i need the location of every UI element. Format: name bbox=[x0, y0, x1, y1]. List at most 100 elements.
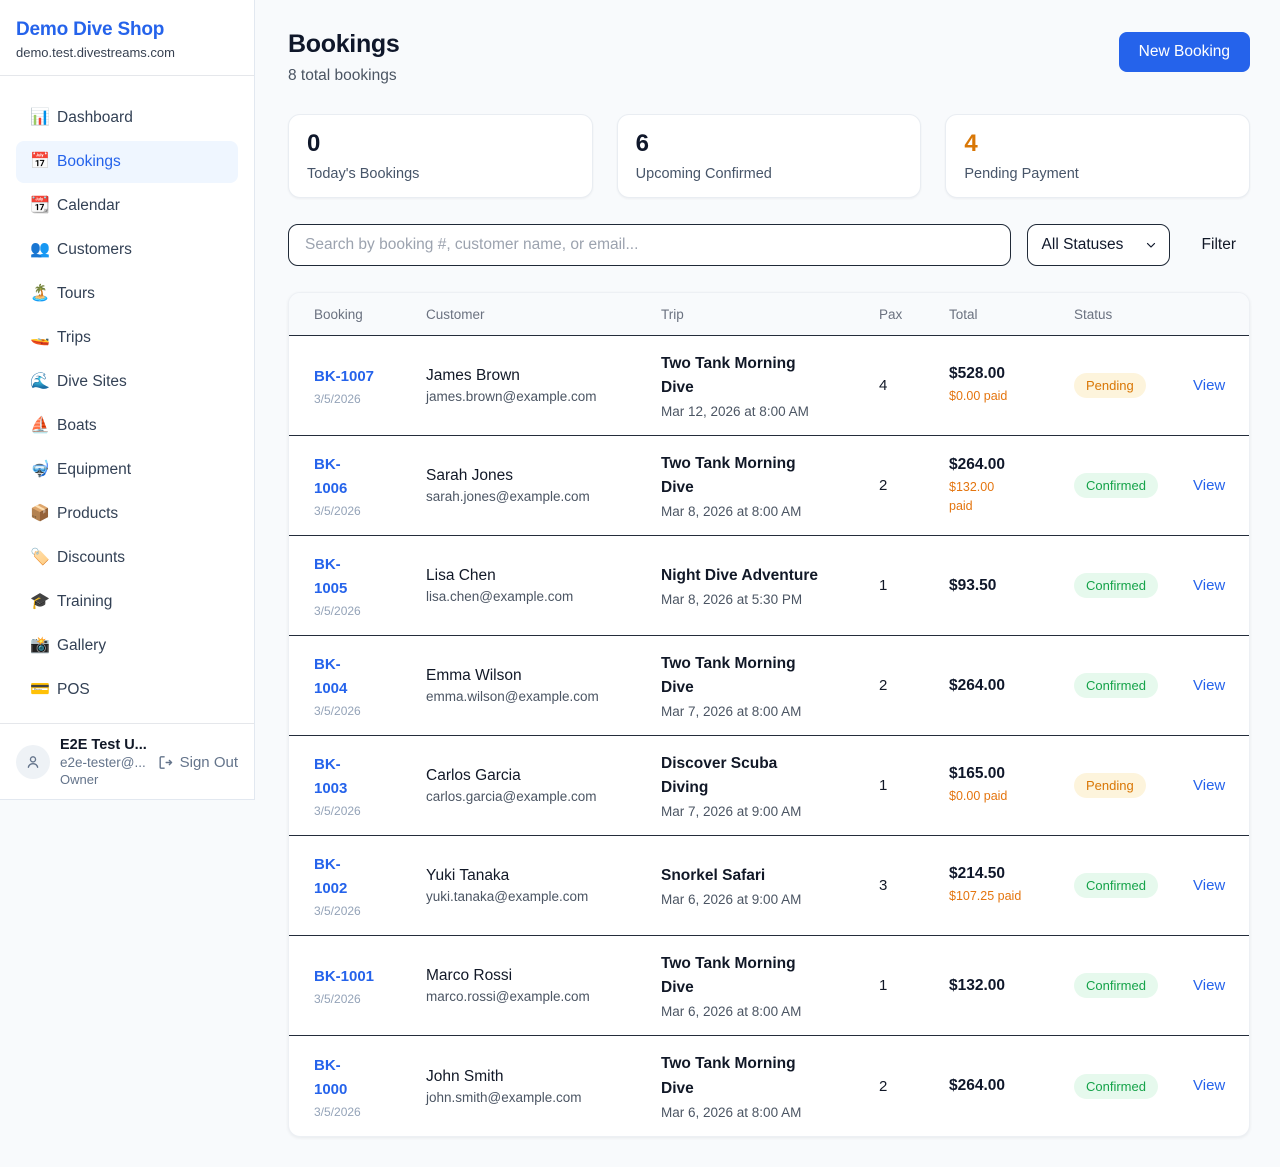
logout-icon bbox=[159, 755, 172, 769]
user-block: E2E Test U... e2e-tester@... Owner Sign … bbox=[0, 723, 254, 800]
customer-cell: Lisa Chen lisa.chen@example.com bbox=[426, 567, 661, 604]
customer-cell: Carlos Garcia carlos.garcia@example.com bbox=[426, 767, 661, 804]
trip-name: Two Tank Morning Dive bbox=[661, 352, 865, 400]
sidebar-item-gallery[interactable]: 📸 Gallery bbox=[16, 625, 238, 667]
booking-link[interactable]: BK- 1003 bbox=[314, 753, 412, 801]
customer-cell: Yuki Tanaka yuki.tanaka@example.com bbox=[426, 867, 661, 904]
user-role: Owner bbox=[60, 772, 99, 787]
total-amount: $93.50 bbox=[949, 576, 997, 594]
status-badge: Pending bbox=[1074, 373, 1146, 398]
booking-date: 3/5/2026 bbox=[314, 604, 361, 618]
sidebar-item-discounts[interactable]: 🏷️ Discounts bbox=[16, 537, 238, 579]
table-row: BK- 1004 3/5/2026 Emma Wilson emma.wilson@ex… bbox=[289, 636, 1249, 736]
sidebar-item-products[interactable]: 📦 Products bbox=[16, 493, 238, 535]
booking-link[interactable]: BK- 1005 bbox=[314, 553, 412, 601]
sidebar-item-label: Boats bbox=[57, 417, 97, 434]
avatar bbox=[16, 745, 50, 779]
sidebar-item-equipment[interactable]: 🤿 Equipment bbox=[16, 449, 238, 491]
sidebar-item-dive-sites[interactable]: 🌊 Dive Sites bbox=[16, 361, 238, 403]
sidebar-item-dashboard[interactable]: 📊 Dashboard bbox=[16, 97, 238, 139]
booking-link[interactable]: BK- 1004 bbox=[314, 653, 412, 701]
sidebar-item-label: Trips bbox=[57, 329, 91, 346]
paid-amount: $0.00 paid bbox=[949, 387, 1060, 406]
new-booking-button[interactable]: New Booking bbox=[1118, 32, 1250, 72]
paid-amount: $107.25 paid bbox=[949, 887, 1060, 906]
status-cell: Confirmed bbox=[1074, 973, 1193, 998]
status-badge: Confirmed bbox=[1074, 473, 1158, 498]
camera-icon: 📸 bbox=[30, 637, 50, 654]
total-amount: $528.00 bbox=[949, 365, 1006, 383]
package-icon: 📦 bbox=[30, 505, 50, 522]
sidebar-item-label: Calendar bbox=[57, 197, 120, 214]
page-header-text: Bookings 8 total bookings bbox=[288, 30, 400, 85]
trip-name-line: Snorkel Safari bbox=[661, 866, 766, 884]
bookings-table: Booking Customer Trip Pax Total Status B… bbox=[288, 292, 1250, 1137]
booking-link[interactable]: BK- 1002 bbox=[314, 853, 412, 901]
trip-name-line: Two Tank Morning bbox=[661, 454, 796, 472]
booking-id-line: 1002 bbox=[314, 880, 348, 897]
booking-id-line: 1003 bbox=[314, 780, 348, 797]
view-cell: View bbox=[1193, 477, 1249, 495]
status-cell: Confirmed bbox=[1074, 1073, 1193, 1099]
sidebar-item-tours[interactable]: 🏝️ Tours bbox=[16, 273, 238, 315]
chevron-down-icon bbox=[1146, 242, 1155, 248]
view-link[interactable]: View bbox=[1193, 376, 1226, 394]
total-cell: $264.00 bbox=[949, 1077, 1074, 1095]
trip-name-line: Two Tank Morning bbox=[661, 954, 796, 972]
view-link[interactable]: View bbox=[1193, 876, 1226, 894]
view-link[interactable]: View bbox=[1193, 676, 1226, 694]
trip-name: Two Tank Morning Dive bbox=[661, 952, 865, 1000]
booking-date: 3/5/2026 bbox=[314, 704, 361, 718]
customer-name: Marco Rossi bbox=[426, 967, 513, 984]
booking-cell: BK-1001 3/5/2026 bbox=[314, 965, 426, 1006]
sidebar-item-customers[interactable]: 👥 Customers bbox=[16, 229, 238, 271]
status-cell: Confirmed bbox=[1074, 573, 1193, 598]
booking-link[interactable]: BK- 1000 bbox=[314, 1054, 412, 1102]
sign-out-button[interactable]: Sign Out bbox=[157, 754, 238, 771]
sidebar-item-calendar[interactable]: 📆 Calendar bbox=[16, 185, 238, 227]
view-link[interactable]: View bbox=[1193, 1077, 1226, 1094]
sidebar-item-trips[interactable]: 🚤 Trips bbox=[16, 317, 238, 359]
trip-datetime: Mar 12, 2026 at 8:00 AM bbox=[661, 404, 809, 420]
trip-name-line: Discover Scuba bbox=[661, 754, 778, 772]
booking-cell: BK- 1004 3/5/2026 bbox=[314, 653, 426, 718]
booking-cell: BK- 1003 3/5/2026 bbox=[314, 753, 426, 818]
sailboat-icon: ⛵ bbox=[30, 417, 50, 434]
customer-cell: Emma Wilson emma.wilson@example.com bbox=[426, 667, 661, 704]
paid-line: $107.25 paid bbox=[949, 889, 1022, 904]
paid-line: $132.00 bbox=[949, 479, 995, 494]
table-row: BK- 1003 3/5/2026 Carlos Garcia carlos.garci… bbox=[289, 736, 1249, 836]
sidebar-item-label: Products bbox=[57, 505, 119, 522]
view-link[interactable]: View bbox=[1193, 776, 1226, 794]
sidebar-item-pos[interactable]: 💳 POS bbox=[16, 669, 238, 711]
trip-datetime: Mar 7, 2026 at 8:00 AM bbox=[661, 704, 802, 720]
customer-email: emma.wilson@example.com bbox=[426, 689, 599, 704]
trip-name-line: Dive bbox=[661, 679, 694, 696]
view-link[interactable]: View bbox=[1193, 476, 1226, 494]
view-cell: View bbox=[1193, 577, 1249, 595]
sidebar-item-bookings[interactable]: 📅 Bookings bbox=[16, 141, 238, 183]
brand-domain: demo.test.divestreams.com bbox=[16, 45, 175, 60]
stat-card-todays-bookings: 0 Today's Bookings bbox=[288, 114, 593, 198]
search-input[interactable] bbox=[288, 224, 1011, 266]
trip-datetime: Mar 6, 2026 at 9:00 AM bbox=[661, 892, 802, 907]
sidebar-item-training[interactable]: 🎓 Training bbox=[16, 581, 238, 623]
column-header-pax: Pax bbox=[879, 306, 903, 322]
wave-icon: 🌊 bbox=[30, 373, 50, 390]
trip-cell: Two Tank Morning Dive Mar 6, 2026 at 8:00 … bbox=[661, 952, 879, 1019]
sidebar-item-label: Dive Sites bbox=[57, 373, 127, 390]
view-link[interactable]: View bbox=[1193, 576, 1226, 594]
booking-link[interactable]: BK- 1006 bbox=[314, 453, 412, 501]
sidebar-item-boats[interactable]: ⛵ Boats bbox=[16, 405, 238, 447]
booking-link[interactable]: BK-1001 bbox=[314, 965, 412, 989]
table-row: BK- 1002 3/5/2026 Yuki Tanaka yuki.tanaka@ex… bbox=[289, 836, 1249, 936]
view-link[interactable]: View bbox=[1193, 976, 1226, 994]
sidebar-item-label: Equipment bbox=[57, 461, 132, 478]
island-icon: 🏝️ bbox=[30, 285, 50, 302]
booking-link[interactable]: BK-1007 bbox=[314, 365, 412, 389]
trip-cell: Two Tank Morning Dive Mar 8, 2026 at 8:00 … bbox=[661, 452, 879, 519]
graduation-cap-icon: 🎓 bbox=[30, 593, 50, 610]
status-filter-select[interactable]: All Statuses bbox=[1026, 224, 1170, 266]
brand-name: Demo Dive Shop bbox=[16, 19, 165, 40]
status-badge: Confirmed bbox=[1074, 1073, 1158, 1099]
